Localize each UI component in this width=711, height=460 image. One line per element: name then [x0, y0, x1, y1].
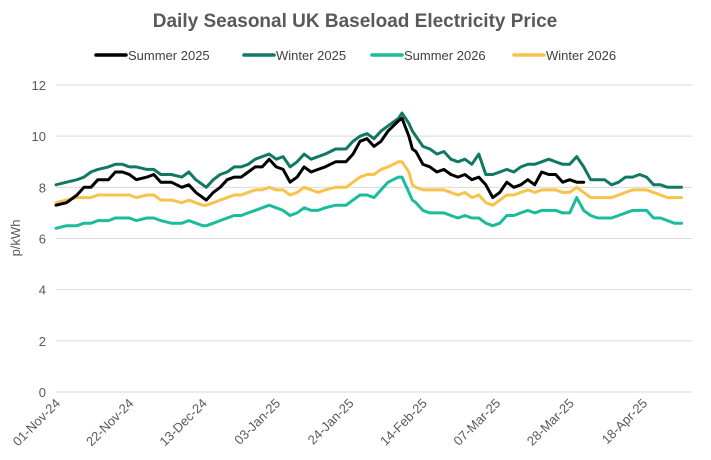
legend-label-winter-2025: Winter 2025: [276, 48, 346, 63]
legend-label-summer-2026: Summer 2026: [404, 48, 486, 63]
x-tick-label: 01-Nov-24: [10, 396, 64, 450]
series-line-summer-2026: [54, 175, 683, 230]
x-tick-label: 28-Mar-25: [524, 396, 577, 449]
gridlines: [56, 84, 692, 342]
x-tick-label: 07-Mar-25: [450, 396, 503, 449]
y-axis-label: p/kWh: [8, 220, 23, 257]
x-tick-label: 13-Dec-24: [156, 396, 210, 450]
series-line-summer-2025: [54, 116, 586, 207]
x-tick-label: 18-Apr-25: [599, 396, 650, 447]
legend-label-summer-2025: Summer 2025: [128, 48, 210, 63]
series-group: [54, 111, 683, 230]
y-tick-label: 8: [39, 180, 46, 195]
y-tick-label: 4: [39, 283, 46, 298]
x-tick-label: 03-Jan-25: [231, 396, 283, 448]
x-axis-ticks: 01-Nov-24 22-Nov-24 13-Dec-24 03-Jan-25 24-J…: [10, 396, 651, 450]
x-tick-label: 22-Nov-24: [83, 396, 137, 450]
x-tick-label: 24-Jan-25: [305, 396, 357, 448]
y-axis-ticks: 0 2 4 6 8 10 12: [32, 78, 46, 400]
legend-label-winter-2026: Winter 2026: [546, 48, 616, 63]
y-tick-label: 12: [32, 78, 46, 93]
series-line-winter-2026: [54, 160, 683, 207]
x-tick-label: 14-Feb-25: [377, 396, 430, 449]
series-line-winter-2025: [54, 111, 683, 189]
y-tick-label: 0: [39, 385, 46, 400]
legend: Summer 2025 Winter 2025 Summer 2026 Winter …: [94, 48, 616, 63]
y-tick-label: 2: [39, 334, 46, 349]
chart-title: Daily Seasonal UK Baseload Electricity P…: [153, 11, 557, 32]
y-tick-label: 6: [39, 232, 46, 247]
y-tick-label: 10: [32, 129, 46, 144]
